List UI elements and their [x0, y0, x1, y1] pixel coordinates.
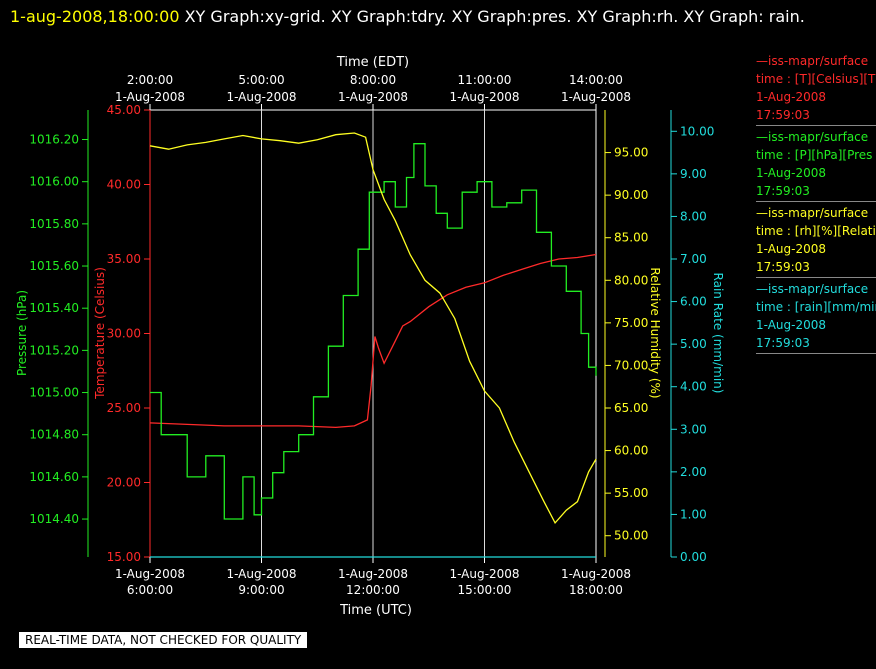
legend-field: time : [rain][mm/min — [756, 300, 876, 314]
rh-axis-label: Relative Humidity (%) — [648, 267, 662, 398]
temperature-tick-label: 20.00 — [107, 476, 141, 490]
temperature-tick-label: 35.00 — [107, 252, 141, 266]
legend-source: —iss-mapr/surface — [756, 206, 869, 220]
rh-tick-label: 95.00 — [614, 146, 648, 160]
legend-time: 17:59:03 — [756, 184, 810, 198]
pressure-tick-label: 1016.00 — [29, 175, 79, 189]
legend-field: time : [T][Celsius][T — [756, 72, 876, 86]
pressure-tick-label: 1014.40 — [29, 512, 79, 526]
rh-series-line — [149, 132, 597, 525]
legend: —iss-mapr/surface time : [T][Celsius][T … — [756, 52, 876, 356]
top-tick-date: 1-Aug-2008 — [561, 90, 631, 104]
temperature-tick-label: 45.00 — [107, 103, 141, 117]
grid-lines — [261, 110, 485, 557]
top-tick-date: 1-Aug-2008 — [449, 90, 519, 104]
rain-tick-label: 9.00 — [680, 167, 707, 181]
rain-tick-label: 7.00 — [680, 252, 707, 266]
temperature-tick-label: 25.00 — [107, 401, 141, 415]
temperature-axis-label: Temperature (Celsius) — [93, 267, 107, 400]
rain-tick-label: 4.00 — [680, 380, 707, 394]
top-tick-date: 1-Aug-2008 — [226, 90, 296, 104]
temperature-series-line — [149, 253, 597, 429]
legend-item-rain[interactable]: —iss-mapr/surface time : [rain][mm/min 1… — [756, 280, 876, 354]
data-series — [149, 132, 597, 558]
quality-notice: REAL-TIME DATA, NOT CHECKED FOR QUALITY — [19, 632, 308, 648]
pressure-tick-label: 1015.80 — [29, 217, 79, 231]
rh-tick-label: 90.00 — [614, 188, 648, 202]
legend-date: 1-Aug-2008 — [756, 90, 827, 104]
bottom-tick-date: 1-Aug-2008 — [449, 567, 519, 581]
pressure-tick-label: 1015.20 — [29, 343, 79, 357]
pressure-tick-label: 1014.80 — [29, 428, 79, 442]
bottom-axis-label: Time (UTC) — [339, 603, 412, 618]
bottom-tick-time: 18:00:00 — [569, 583, 623, 597]
pressure-tick-label: 1014.60 — [29, 470, 79, 484]
pressure-tick-label: 1015.00 — [29, 386, 79, 400]
top-tick-time: 8:00:00 — [350, 73, 396, 87]
bottom-tick-date: 1-Aug-2008 — [226, 567, 296, 581]
top-tick-date: 1-Aug-2008 — [338, 90, 408, 104]
top-axis-label: Time (EDT) — [336, 55, 409, 70]
rh-tick-label: 50.00 — [614, 529, 648, 543]
top-tick-time: 14:00:00 — [569, 73, 623, 87]
rh-tick-label: 55.00 — [614, 486, 648, 500]
rain-tick-label: 3.00 — [680, 422, 707, 436]
rain-tick-label: 10.00 — [680, 124, 714, 138]
rh-tick-label: 70.00 — [614, 358, 648, 372]
legend-date: 1-Aug-2008 — [756, 242, 827, 256]
legend-field: time : [rh][%][Relati — [756, 224, 876, 238]
bottom-tick-date: 1-Aug-2008 — [338, 567, 408, 581]
bottom-tick-date: 1-Aug-2008 — [561, 567, 631, 581]
rain-axis-label: Rain Rate (mm/min) — [711, 273, 725, 394]
legend-item-pressure[interactable]: —iss-mapr/surface time : [P][hPa][Pres 1… — [756, 128, 876, 202]
top-tick-time: 11:00:00 — [458, 73, 512, 87]
bottom-tick-time: 9:00:00 — [238, 583, 284, 597]
legend-source: —iss-mapr/surface — [756, 282, 869, 296]
rh-tick-label: 60.00 — [614, 444, 648, 458]
pressure-tick-label: 1016.20 — [29, 133, 79, 147]
legend-item-rh[interactable]: —iss-mapr/surface time : [rh][%][Relati … — [756, 204, 876, 278]
rain-tick-label: 6.00 — [680, 295, 707, 309]
temperature-tick-label: 30.00 — [107, 327, 141, 341]
rain-tick-label: 1.00 — [680, 507, 707, 521]
pressure-axis-label: Pressure (hPa) — [15, 290, 29, 376]
legend-item-temperature[interactable]: —iss-mapr/surface time : [T][Celsius][T … — [756, 52, 876, 126]
legend-date: 1-Aug-2008 — [756, 166, 827, 180]
bottom-tick-date: 1-Aug-2008 — [115, 567, 185, 581]
time-ticks: 1-Aug-2008 6:00:00 1-Aug-2008 9:00:00 1-Aug-… — [115, 73, 631, 597]
top-tick-date: 1-Aug-2008 — [115, 90, 185, 104]
page-title: 1-aug-2008,18:00:00 XY Graph:xy-grid. XY… — [10, 4, 850, 30]
pressure-tick-label: 1015.40 — [29, 301, 79, 315]
pressure-series-line — [150, 143, 597, 520]
legend-source: —iss-mapr/surface — [756, 130, 869, 144]
top-tick-time: 5:00:00 — [238, 73, 284, 87]
temperature-tick-label: 15.00 — [107, 550, 141, 564]
pressure-tick-label: 1015.60 — [29, 259, 79, 273]
rain-tick-label: 2.00 — [680, 465, 707, 479]
top-tick-time: 2:00:00 — [127, 73, 173, 87]
rain-tick-label: 5.00 — [680, 337, 707, 351]
rh-tick-label: 65.00 — [614, 401, 648, 415]
legend-time: 17:59:03 — [756, 336, 810, 350]
legend-time: 17:59:03 — [756, 260, 810, 274]
rh-tick-label: 80.00 — [614, 273, 648, 287]
title-graph-list: XY Graph:xy-grid. XY Graph:tdry. XY Grap… — [184, 7, 805, 26]
legend-time: 17:59:03 — [756, 108, 810, 122]
temperature-tick-label: 40.00 — [107, 178, 141, 192]
bottom-tick-time: 15:00:00 — [458, 583, 512, 597]
legend-source: —iss-mapr/surface — [756, 54, 869, 68]
rh-tick-label: 75.00 — [614, 316, 648, 330]
title-date: 1-aug-2008,18:00:00 — [10, 7, 180, 26]
legend-field: time : [P][hPa][Pres — [756, 148, 873, 162]
legend-date: 1-Aug-2008 — [756, 318, 827, 332]
bottom-tick-time: 6:00:00 — [127, 583, 173, 597]
bottom-tick-time: 12:00:00 — [346, 583, 400, 597]
value-axes: 1014.40 1014.60 1014.80 1015.00 1015.20 1015.… — [29, 103, 714, 564]
rain-tick-label: 8.00 — [680, 209, 707, 223]
rh-tick-label: 85.00 — [614, 231, 648, 245]
rain-tick-label: 0.00 — [680, 550, 707, 564]
